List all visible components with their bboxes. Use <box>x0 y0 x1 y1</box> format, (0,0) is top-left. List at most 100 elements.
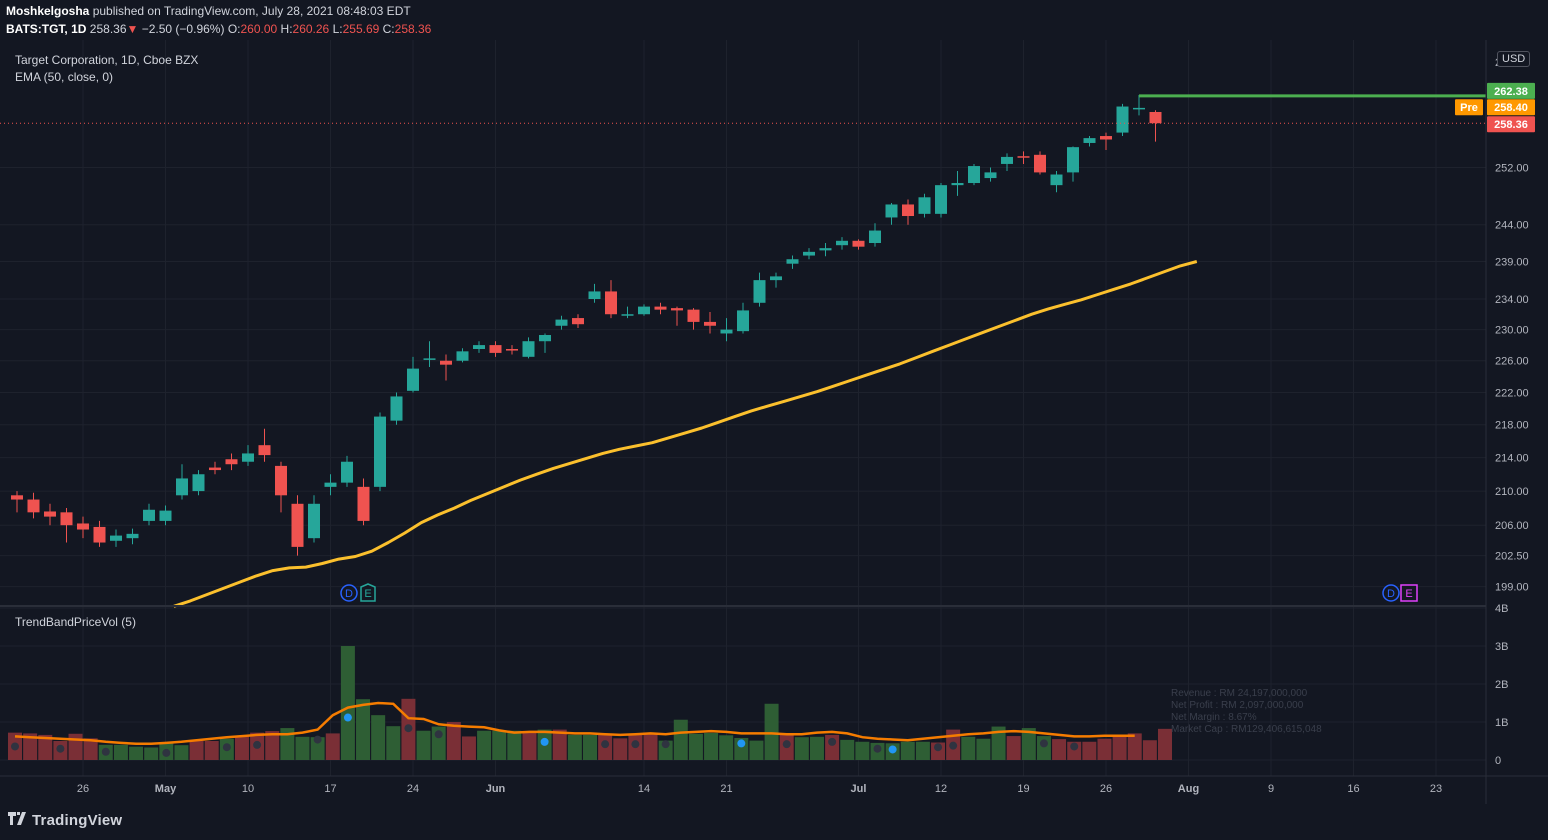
candle-body <box>407 368 419 391</box>
volume-signal-dot <box>343 713 352 722</box>
candle-body <box>1067 147 1079 173</box>
volume-bar <box>809 736 824 760</box>
fundamentals-box: Revenue : RM 24,197,000,000 Net Profit :… <box>1171 688 1322 736</box>
candlestick-series <box>0 95 1486 556</box>
tradingview-logo-icon <box>8 812 28 829</box>
volume-bar <box>855 741 870 760</box>
candle-body <box>308 503 320 539</box>
volume-legend[interactable]: TrendBandPriceVol (5) <box>15 615 136 629</box>
volume-signal-dot <box>1039 739 1048 748</box>
low-label: L: <box>332 22 343 36</box>
candle-body <box>704 321 716 326</box>
candle-body <box>489 345 502 353</box>
candle-body <box>572 318 584 325</box>
price-tick-label: 244.00 <box>1495 220 1529 232</box>
candle-body <box>819 248 832 251</box>
volume-bar <box>310 737 325 760</box>
brand-logo[interactable]: TradingView <box>8 812 122 829</box>
volume-bar <box>1082 741 1097 760</box>
candle-body <box>110 535 122 541</box>
candle-body <box>1116 106 1129 133</box>
candle-body <box>11 495 23 500</box>
candle-body <box>1050 174 1063 186</box>
close-label: C: <box>382 22 395 36</box>
low-value: 255.69 <box>342 22 380 36</box>
candle-body <box>1034 154 1046 173</box>
time-tick-label: 17 <box>324 783 336 795</box>
pre-price-label: 258.40 <box>1494 102 1528 114</box>
price-axis-bg <box>1486 40 1548 804</box>
candle-body <box>687 309 700 322</box>
ema-legend[interactable]: EMA (50, close, 0) <box>15 70 114 84</box>
candle-body <box>291 503 304 547</box>
volume-signal-dot <box>162 748 171 757</box>
price-tick-label: 206.00 <box>1495 520 1529 532</box>
volume-signal-dot <box>404 724 413 733</box>
volume-bar <box>1112 735 1127 760</box>
volume-bar <box>129 746 144 760</box>
time-tick-label: 19 <box>1017 783 1029 795</box>
candle-body <box>803 251 815 256</box>
volume-bar <box>265 731 280 760</box>
volume-signal-dot <box>949 741 958 750</box>
volume-bar <box>83 738 98 760</box>
volume-bar <box>386 726 401 760</box>
volume-signal-dot <box>661 740 670 749</box>
volume-bar <box>144 747 159 760</box>
time-tick-label: Jun <box>486 783 506 795</box>
axes: 199.00 202.50 206.00 210.00 214.00 218.00 222.… <box>0 40 1548 804</box>
volume-tick-label: 2B <box>1495 679 1508 691</box>
volume-signal-dot <box>434 730 443 739</box>
volume-bar <box>38 734 53 760</box>
currency-button[interactable]: USD <box>1497 51 1531 67</box>
last-price-label-bg <box>1487 116 1535 133</box>
volume-tick-label: 3B <box>1495 641 1508 653</box>
ema-line <box>173 260 1198 608</box>
pre-price-label-bg <box>1487 99 1535 116</box>
candle-body <box>275 465 287 496</box>
candle-body <box>753 280 766 303</box>
time-tick-label: 26 <box>77 783 89 795</box>
volume-bar <box>976 738 991 760</box>
volume-bar <box>204 741 219 760</box>
candle-body <box>621 314 634 316</box>
volume-bar <box>673 719 688 760</box>
published-text: published on TradingView.com, July 28, 2… <box>92 4 411 18</box>
candle-body <box>225 459 238 465</box>
candle-body <box>192 474 205 492</box>
candle-body <box>1100 136 1112 140</box>
time-tick-label: Aug <box>1178 783 1199 795</box>
volume-bar <box>295 736 310 760</box>
high-label: H: <box>280 22 293 36</box>
price-tick-label: 239.00 <box>1495 256 1529 268</box>
earnings-marker <box>360 583 376 602</box>
volume-bar <box>552 729 567 760</box>
candle-body <box>918 197 931 214</box>
candle-body <box>968 166 980 184</box>
candle-body <box>720 329 733 334</box>
volume-bar <box>764 703 779 760</box>
candle-body <box>60 512 73 526</box>
volume-bar <box>961 736 976 760</box>
event-marker-label: E <box>1405 588 1412 600</box>
volume-bar <box>522 732 537 760</box>
candle-body <box>44 511 56 517</box>
volume-signal-dot <box>828 737 837 746</box>
candle-body <box>935 185 947 214</box>
ema-path <box>173 260 1198 608</box>
volume-tick-label: 0 <box>1495 755 1501 767</box>
author-name[interactable]: Moshkelgosha <box>6 4 90 18</box>
time-tick-label: 23 <box>1430 783 1442 795</box>
volume-bar <box>113 744 128 760</box>
candle-body <box>588 291 601 299</box>
volume-signal-dot <box>601 740 610 749</box>
candle-body <box>456 351 469 361</box>
candle-body <box>885 204 898 218</box>
main-series-legend[interactable]: Target Corporation, 1D, Cboe BZX <box>15 53 199 67</box>
time-tick-label: May <box>155 783 177 795</box>
volume-bar <box>325 733 340 760</box>
brand-name: TradingView <box>32 812 123 829</box>
volume-bar <box>1052 739 1067 760</box>
